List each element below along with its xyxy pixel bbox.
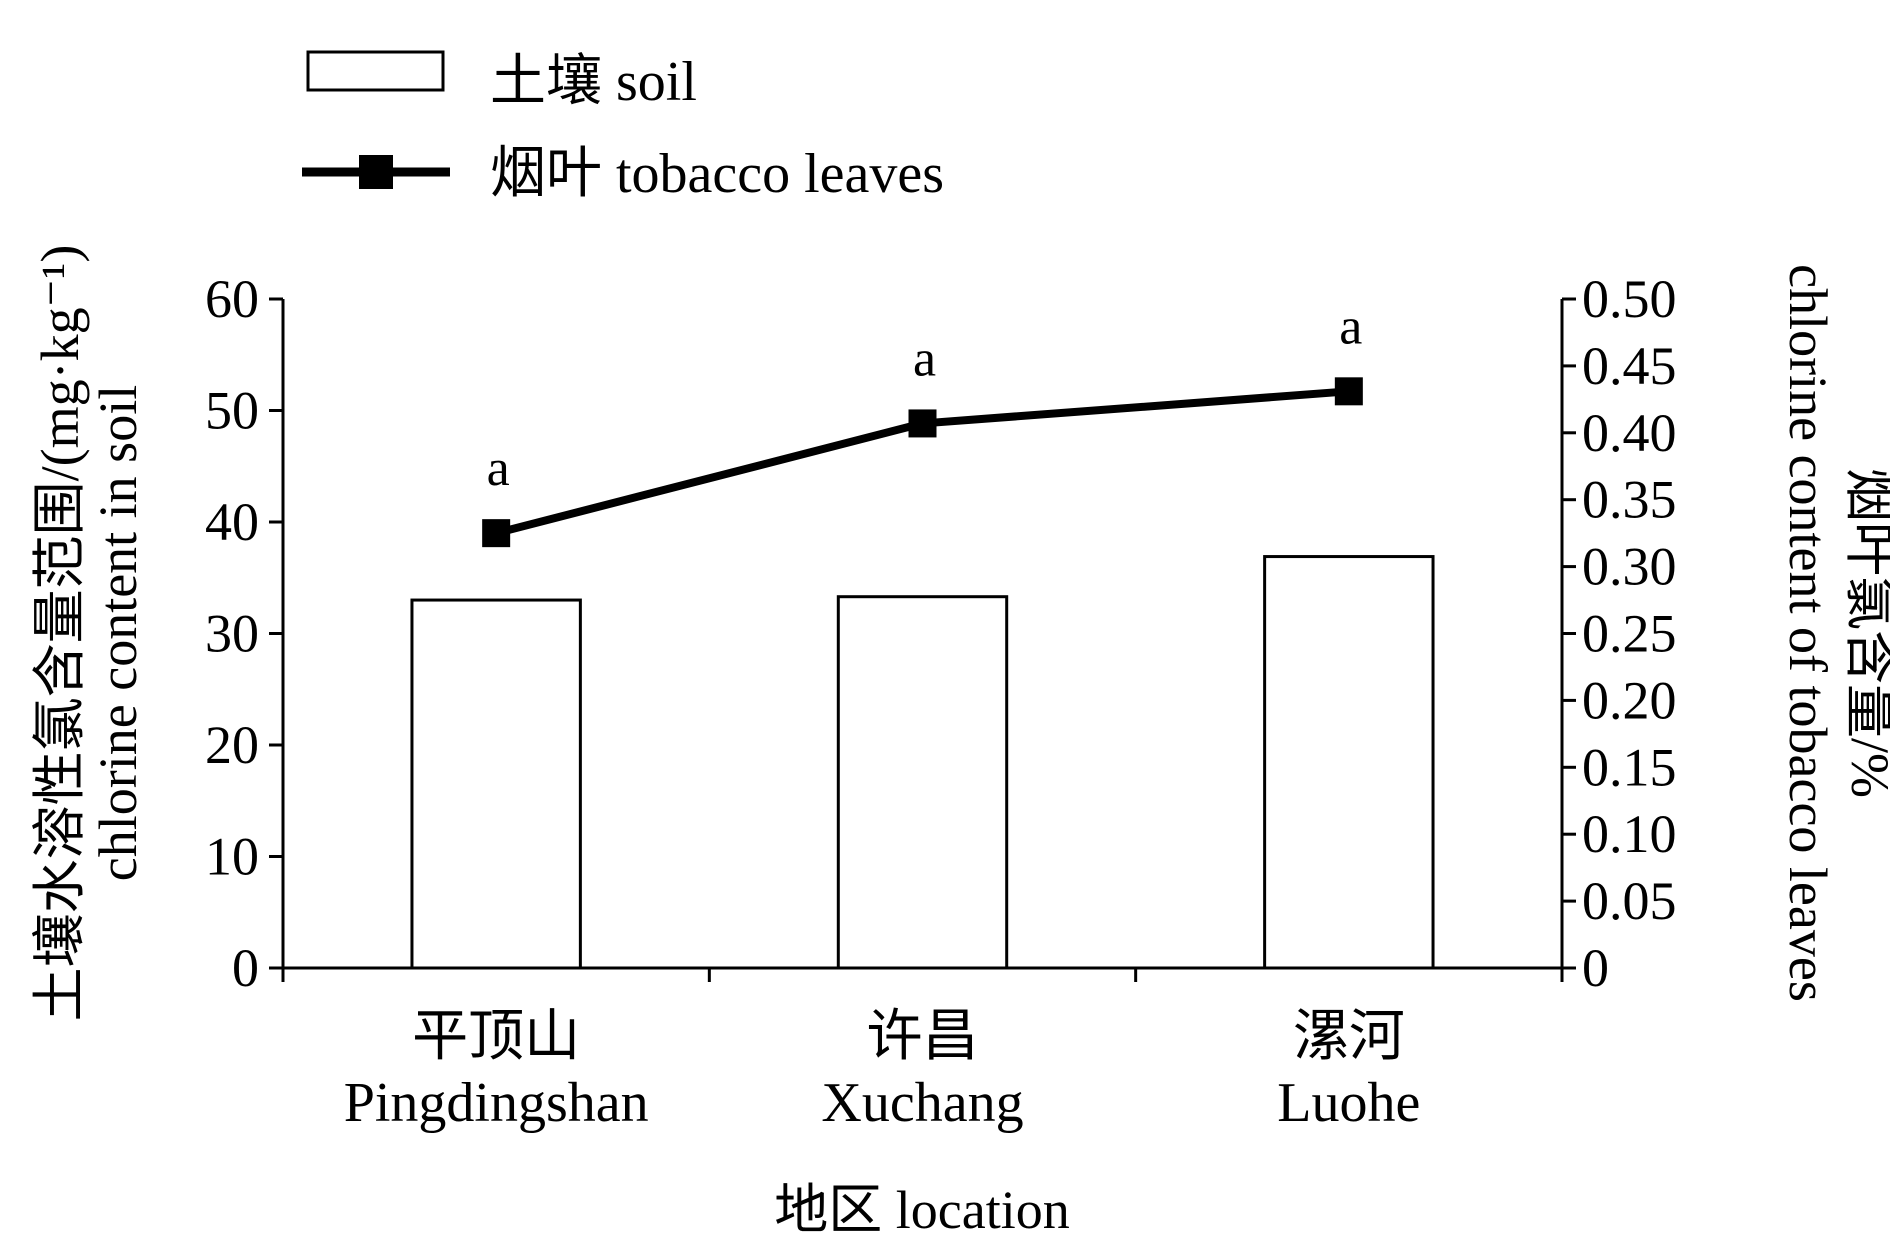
- legend: 土壤 soil 烟叶 tobacco leaves: [302, 50, 944, 205]
- right-tick-label: 0.05: [1582, 871, 1677, 931]
- right-axis-title-zh: 烟叶氯含量/%: [1840, 468, 1890, 798]
- right-tick-label: 0.40: [1582, 403, 1677, 463]
- right-tick-label: 0.15: [1582, 737, 1677, 797]
- category-label-en: Luohe: [1277, 1072, 1420, 1134]
- left-axis-title: 土壤水溶性氯含量范围/(mg·kg⁻¹) chlorine content in…: [30, 245, 148, 1022]
- legend-tobacco-marker: [359, 155, 393, 189]
- right-axis-ticks: 0 0.05 0.10 0.15 0.200.25 0.30 0.35 0.40 0.45 0.5…: [1562, 269, 1677, 998]
- right-tick-label: 0: [1582, 938, 1609, 998]
- category-label-zh: 许昌: [867, 1006, 979, 1068]
- category-label-zh: 漯河: [1293, 1006, 1405, 1068]
- right-tick-label: 0.45: [1582, 336, 1677, 396]
- left-axis-title-en: chlorine content in soil: [88, 385, 148, 881]
- category-label-zh: 平顶山: [412, 1006, 580, 1068]
- soil-bar: [1263, 555, 1435, 970]
- right-axis-title-en: chlorine content of tobacco leaves: [1778, 264, 1838, 1002]
- left-tick-label: 0: [232, 938, 259, 998]
- tobacco-marker: [908, 409, 937, 438]
- soil-bars: [410, 555, 1435, 970]
- tobacco-marker: [1334, 377, 1363, 406]
- category-label-en: Xuchang: [821, 1072, 1023, 1134]
- right-axis-title: chlorine content of tobacco leaves 烟叶氯含量…: [1778, 264, 1890, 1002]
- right-tick-label: 0.20: [1582, 670, 1677, 730]
- significance-label: a: [1339, 298, 1362, 355]
- left-tick-label: 60: [205, 269, 259, 329]
- soil-bar: [410, 598, 582, 970]
- right-tick-label: 0.35: [1582, 470, 1677, 530]
- left-axis-ticks: 0 10 20 30 40 50 60: [205, 269, 283, 998]
- right-tick-label: 0.50: [1582, 269, 1677, 329]
- significance-label: a: [487, 440, 510, 497]
- tobacco-marker: [482, 519, 511, 548]
- right-tick-label: 0.10: [1582, 804, 1677, 864]
- left-tick-label: 50: [205, 381, 259, 441]
- category-label-en: Pingdingshan: [344, 1072, 649, 1134]
- legend-soil-swatch: [306, 50, 445, 92]
- left-tick-label: 40: [205, 492, 259, 552]
- left-tick-label: 10: [205, 827, 259, 887]
- left-axis-title-zh: 土壤水溶性氯含量范围/(mg·kg⁻¹): [30, 245, 90, 1022]
- legend-tobacco-label: 烟叶 tobacco leaves: [490, 143, 944, 205]
- significance-label: a: [913, 330, 936, 387]
- right-tick-label: 0.30: [1582, 537, 1677, 597]
- x-axis-title: 地区 location: [774, 1180, 1069, 1240]
- left-tick-label: 20: [205, 715, 259, 775]
- soil-bar: [836, 595, 1009, 970]
- tobacco-line-series: a a a: [482, 298, 1363, 548]
- right-tick-label: 0.25: [1582, 604, 1677, 664]
- legend-soil-label: 土壤 soil: [490, 51, 697, 113]
- left-tick-label: 30: [205, 604, 259, 664]
